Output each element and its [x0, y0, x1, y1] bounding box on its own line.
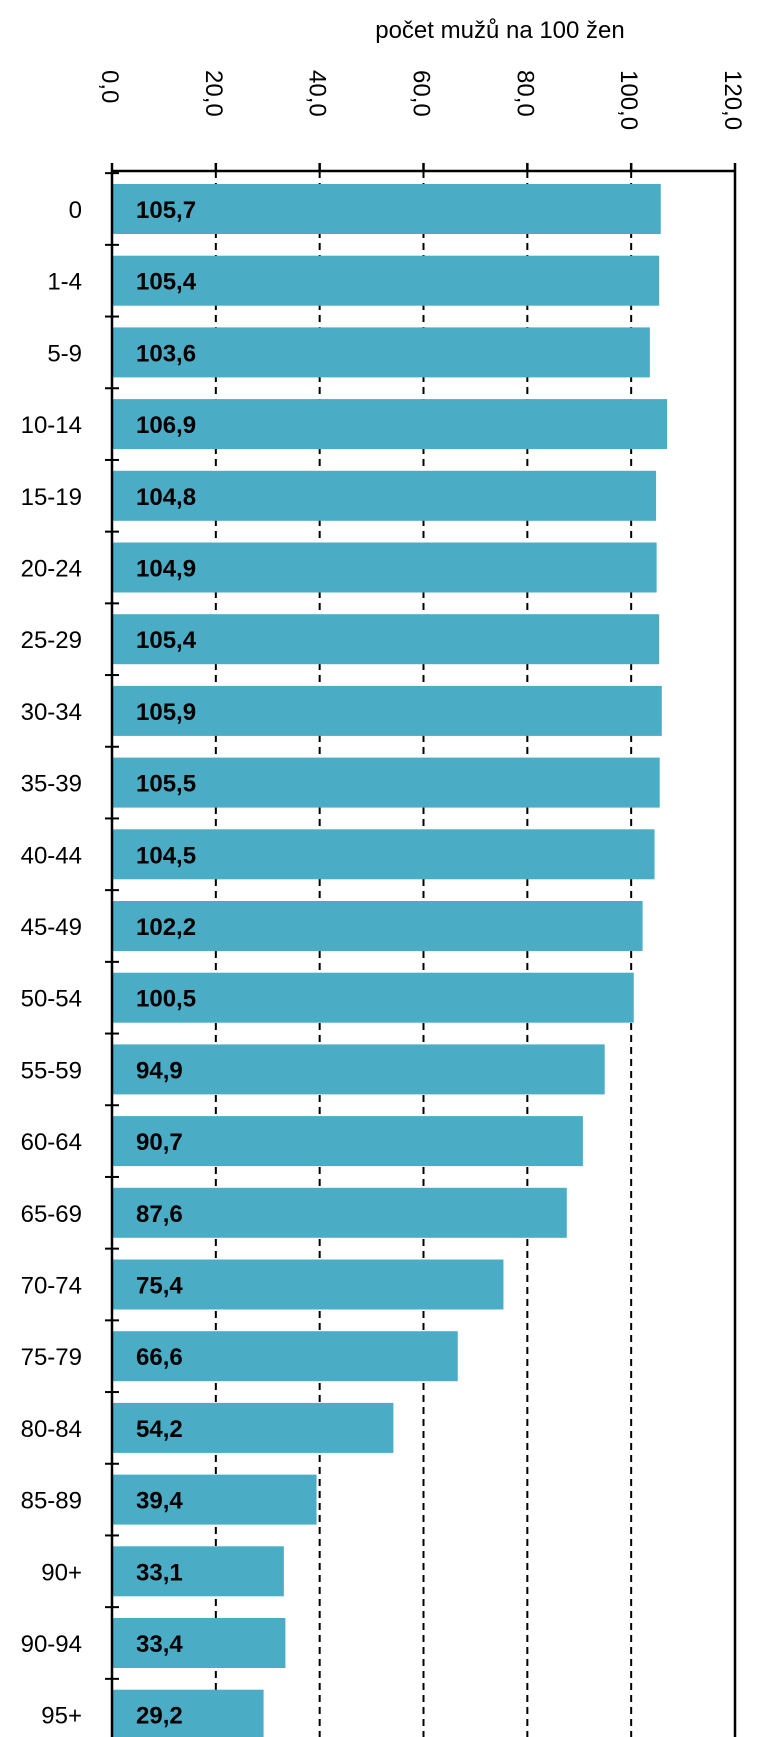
x-tick-label-4: 80,0: [511, 70, 538, 117]
bar-90-94: [113, 1618, 286, 1668]
category-label-35-39: 35-39: [21, 771, 82, 798]
category-label-70-74: 70-74: [21, 1273, 82, 1300]
bar-50-54: [113, 972, 634, 1023]
bars: [113, 184, 667, 1737]
data-label-5-9: 103,6: [136, 340, 196, 367]
data-label-0: 105,7: [136, 197, 196, 224]
bar-25-29: [113, 614, 660, 665]
bar-20-24: [113, 542, 657, 593]
bar-0: [113, 184, 661, 234]
data-label-55-59: 94,9: [136, 1057, 183, 1084]
category-label-55-59: 55-59: [21, 1057, 82, 1084]
x-tick-label-6: 120,0: [719, 70, 746, 130]
data-label-35-39: 105,5: [136, 771, 196, 798]
bar-65-69: [113, 1187, 567, 1238]
category-label-75-79: 75-79: [21, 1344, 82, 1371]
bar-10-14: [113, 399, 667, 450]
category-label-5-9: 5-9: [47, 340, 82, 367]
data-label-45-49: 102,2: [136, 914, 196, 941]
labels: 0,0 20,0 40,0 60,0 80,0 100,0 120,0 0 1-4 5-9 10-1…: [21, 70, 746, 1730]
bar-60-64: [113, 1116, 583, 1167]
category-label-45-49: 45-49: [21, 914, 82, 941]
data-label-80-84: 54,2: [136, 1416, 183, 1443]
data-label-20-24: 104,9: [136, 556, 196, 583]
category-label-1-4: 1-4: [47, 269, 82, 296]
bar-30-34: [113, 685, 662, 736]
category-label-25-29: 25-29: [21, 627, 82, 654]
category-label-0: 0: [69, 197, 82, 224]
x-tick-label-3: 60,0: [408, 70, 435, 117]
bar-75-79: [113, 1331, 458, 1382]
category-label-65-69: 65-69: [21, 1201, 82, 1228]
data-label-1-4: 105,4: [136, 269, 197, 296]
category-label-60-64: 60-64: [21, 1129, 82, 1156]
category-label-85-89: 85-89: [21, 1488, 82, 1515]
category-label-30-34: 30-34: [21, 699, 82, 726]
category-label-90-94: 90-94: [21, 1631, 82, 1658]
data-label-90-94: 33,4: [136, 1631, 183, 1658]
category-label-50-54: 50-54: [21, 986, 82, 1013]
data-label-90+: 33,1: [136, 1559, 183, 1586]
data-label-65-69: 87,6: [136, 1201, 183, 1228]
data-label-25-29: 105,4: [136, 627, 197, 654]
chart-title: počet mužů na 100 žen: [375, 17, 625, 44]
category-label-80-84: 80-84: [21, 1416, 82, 1443]
x-tick-label-5: 100,0: [615, 70, 642, 130]
bar-90+: [113, 1546, 284, 1597]
bar-40-44: [113, 829, 655, 880]
bar-35-39: [113, 757, 660, 808]
bar-80-84: [113, 1402, 394, 1453]
bar-45-49: [113, 901, 643, 951]
data-label-60-64: 90,7: [136, 1129, 183, 1156]
data-label-50-54: 100,5: [136, 986, 196, 1013]
x-tick-label-0: 0,0: [96, 70, 123, 103]
gridlines: [214, 171, 633, 1737]
bar-55-59: [113, 1044, 605, 1095]
x-tick-label-1: 20,0: [200, 70, 227, 117]
data-label-70-74: 75,4: [136, 1273, 183, 1300]
bar-5-9: [113, 327, 650, 378]
bar-15-19: [113, 470, 657, 521]
bar-85-89: [113, 1474, 317, 1525]
data-label-30-34: 105,9: [136, 699, 196, 726]
data-label-15-19: 104,8: [136, 484, 196, 511]
data-label-75-79: 66,6: [136, 1344, 183, 1371]
category-label-15-19: 15-19: [21, 484, 82, 511]
category-label-40-44: 40-44: [21, 842, 82, 869]
data-label-40-44: 104,5: [136, 842, 196, 869]
bar-95+: [113, 1689, 264, 1737]
data-label-85-89: 39,4: [136, 1488, 183, 1515]
x-tick-label-2: 40,0: [304, 70, 331, 117]
data-label-95+: 29,2: [136, 1703, 183, 1730]
bar-1-4: [113, 255, 660, 306]
category-label-90+: 90+: [41, 1559, 82, 1586]
axes: [105, 163, 737, 1737]
category-label-95+: 95+: [41, 1703, 82, 1730]
bar-70-74: [113, 1259, 504, 1310]
data-label-10-14: 106,9: [136, 412, 196, 439]
category-label-20-24: 20-24: [21, 556, 82, 583]
category-label-10-14: 10-14: [21, 412, 82, 439]
